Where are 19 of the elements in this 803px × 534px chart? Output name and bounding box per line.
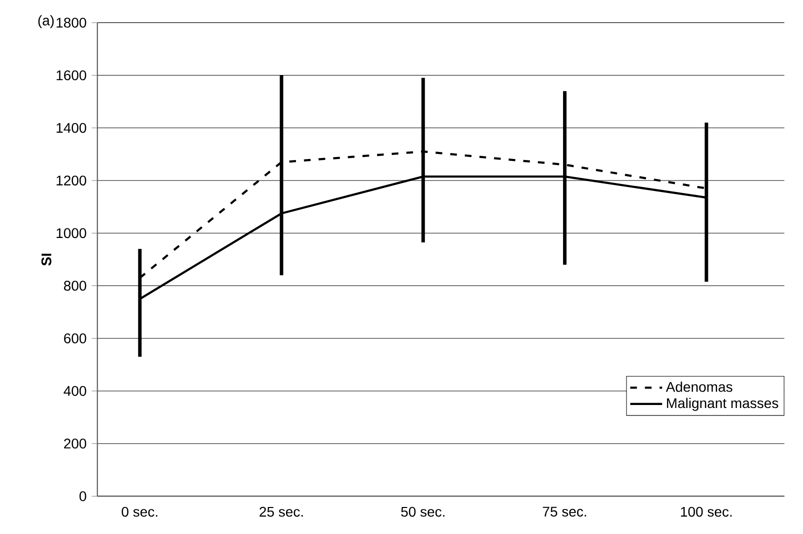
- x-tick-label: 50 sec.: [401, 507, 444, 517]
- x-tick-label: 0 sec.: [122, 507, 158, 517]
- text: (a): [38, 15, 54, 28]
- x-tick-label: 75 sec.: [542, 507, 586, 517]
- y-tick-label: 1400: [56, 123, 86, 134]
- legend-label: Adenomas: [666, 382, 732, 392]
- x-tick-label: 25 sec.: [260, 507, 303, 517]
- y-tick-label: 800: [64, 281, 86, 291]
- y-tick-label: 1200: [56, 176, 86, 186]
- y-tick-label: 0: [80, 491, 86, 502]
- y-tick-label: 600: [64, 334, 86, 344]
- y-axis-title: SI: [41, 254, 52, 266]
- x-tick-label: 100 sec.: [681, 507, 732, 517]
- y-tick-label: 200: [64, 438, 86, 449]
- y-tick-label: 1800: [56, 18, 86, 28]
- legend-label: Malignant masses: [667, 398, 778, 412]
- y-tick-label: 1000: [56, 228, 86, 238]
- y-tick-label: 1600: [56, 70, 86, 80]
- y-tick-label: 400: [64, 386, 86, 396]
